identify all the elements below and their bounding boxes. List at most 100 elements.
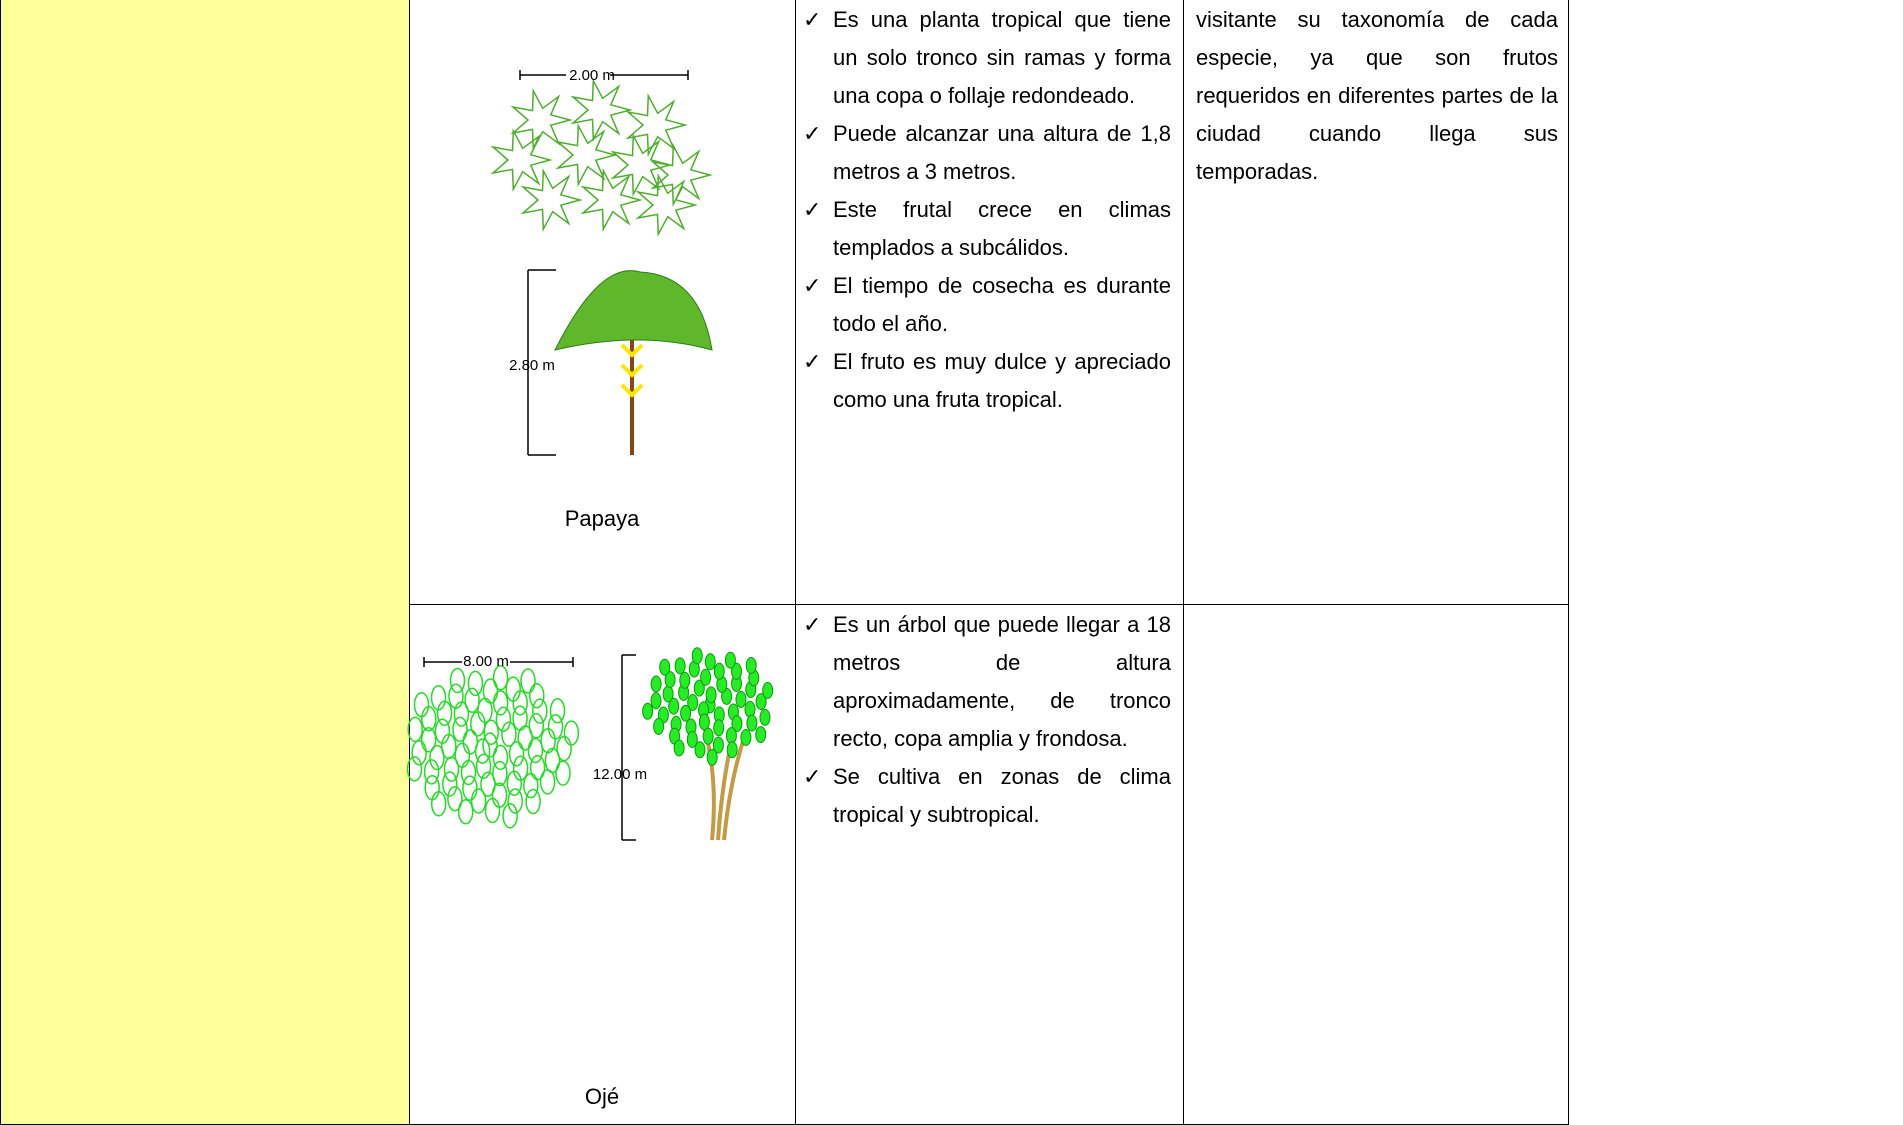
- dimension-label: 8.00 m: [463, 653, 509, 670]
- leaf: [529, 682, 545, 709]
- leaf: [492, 760, 508, 787]
- leaf: [539, 769, 556, 795]
- yellow-column: [0, 0, 410, 1125]
- leaf: [464, 687, 480, 713]
- leaf: [527, 737, 544, 764]
- bullet-item: ✓ Puede alcanzar una altura de 1,8 metros…: [797, 115, 1171, 191]
- leaf: [505, 676, 521, 702]
- leaf: [430, 685, 447, 711]
- bullet-item: ✓ El fruto es muy dulce y apreciado como …: [797, 343, 1171, 419]
- dimension-label: 2.00 m: [569, 67, 615, 84]
- leaf: [650, 692, 662, 710]
- leaf: [492, 664, 509, 691]
- leaf: [549, 698, 566, 724]
- leaf: [506, 770, 523, 797]
- leaf: [523, 772, 539, 799]
- leaf: [563, 720, 580, 746]
- dimension-label: 12.00 m: [593, 766, 647, 783]
- leaf: [555, 760, 571, 786]
- leaf: [693, 679, 705, 697]
- leaf-cluster: [650, 143, 713, 207]
- leaf: [755, 693, 767, 711]
- leaf: [706, 748, 718, 766]
- check-mark: ✓: [803, 197, 822, 222]
- bullet-text: Es una planta tropical que tiene un solo…: [833, 7, 1171, 108]
- leaf: [529, 754, 546, 781]
- leaf: [406, 756, 423, 782]
- leaf: [420, 727, 437, 753]
- leaf: [457, 799, 474, 825]
- note-text: visitante su taxonomía de cada especie, …: [1196, 7, 1558, 184]
- leaf: [745, 657, 757, 674]
- check-mark: ✓: [803, 273, 822, 298]
- leaf: [724, 651, 736, 669]
- leaf: [470, 711, 486, 737]
- leaf: [491, 782, 508, 808]
- leaf: [725, 727, 737, 745]
- leaf: [726, 741, 738, 759]
- leaf: [492, 690, 509, 716]
- oje-drawings: [406, 647, 774, 841]
- papaya-side-view: [554, 270, 713, 455]
- leaf: [452, 716, 468, 743]
- leaf: [413, 691, 430, 718]
- leaf: [680, 704, 692, 722]
- leaf: [713, 662, 725, 680]
- leaf: [700, 668, 712, 686]
- bullet-text: Puede alcanzar una altura de 1,8 metros …: [833, 121, 1171, 184]
- leaf: [502, 803, 518, 829]
- leaf: [462, 729, 479, 755]
- leaf: [475, 753, 492, 780]
- leaf: [713, 719, 725, 737]
- leaf: [662, 685, 674, 703]
- leaf-cluster: [570, 78, 633, 142]
- leaf: [482, 732, 498, 758]
- leaf: [528, 713, 545, 739]
- leaf-cluster: [625, 93, 688, 157]
- leaf: [740, 729, 752, 746]
- leaf: [448, 683, 464, 709]
- species-name: Ojé: [584, 1084, 620, 1109]
- dimension-label: 2.80 m: [509, 357, 555, 374]
- leaf: [492, 744, 509, 771]
- leaf: [520, 668, 536, 694]
- check-mark: ✓: [803, 121, 822, 146]
- bullet-text: Este frutal crece en climas templados a …: [833, 197, 1171, 260]
- leaf: [746, 714, 758, 732]
- leaf-cluster: [510, 88, 573, 152]
- leaf: [462, 775, 478, 801]
- leaf: [507, 788, 523, 814]
- leaf: [702, 727, 714, 745]
- leaf: [525, 788, 541, 815]
- leaf: [449, 667, 466, 694]
- bullet-text: Se cultiva en zonas de clima tropical y …: [833, 764, 1171, 827]
- leaf: [532, 698, 548, 724]
- leaf-cluster: [490, 128, 553, 192]
- leaf: [642, 702, 654, 720]
- leaf: [687, 694, 699, 711]
- check-mark: ✓: [803, 349, 822, 374]
- leaf: [731, 715, 743, 733]
- leaf-cluster: [635, 173, 698, 237]
- leaf: [659, 658, 671, 676]
- leaf: [704, 653, 716, 671]
- leaf: [762, 682, 774, 699]
- leaf: [477, 697, 493, 724]
- bullet-text: El fruto es muy dulce y apreciado como u…: [833, 349, 1171, 412]
- leaf: [694, 741, 706, 759]
- leaf: [556, 735, 572, 762]
- leaf: [470, 788, 487, 814]
- leaf: [482, 678, 499, 704]
- leaf: [495, 706, 512, 732]
- leaf: [447, 785, 463, 812]
- leaf: [484, 797, 501, 824]
- bullet-item: ✓ Se cultiva en zonas de clima tropical y…: [797, 758, 1171, 834]
- bullet-text: Es un árbol que puede llegar a 18 metros…: [833, 612, 1171, 751]
- leaf: [698, 713, 710, 731]
- leaf: [424, 775, 440, 801]
- leaf: [712, 736, 724, 754]
- check-mark: ✓: [803, 7, 822, 32]
- bullet-list: ✓ Es una planta tropical que tiene un sol…: [797, 1, 1171, 419]
- bullet-item: ✓ El tiempo de cosecha es durante todo el…: [797, 267, 1171, 343]
